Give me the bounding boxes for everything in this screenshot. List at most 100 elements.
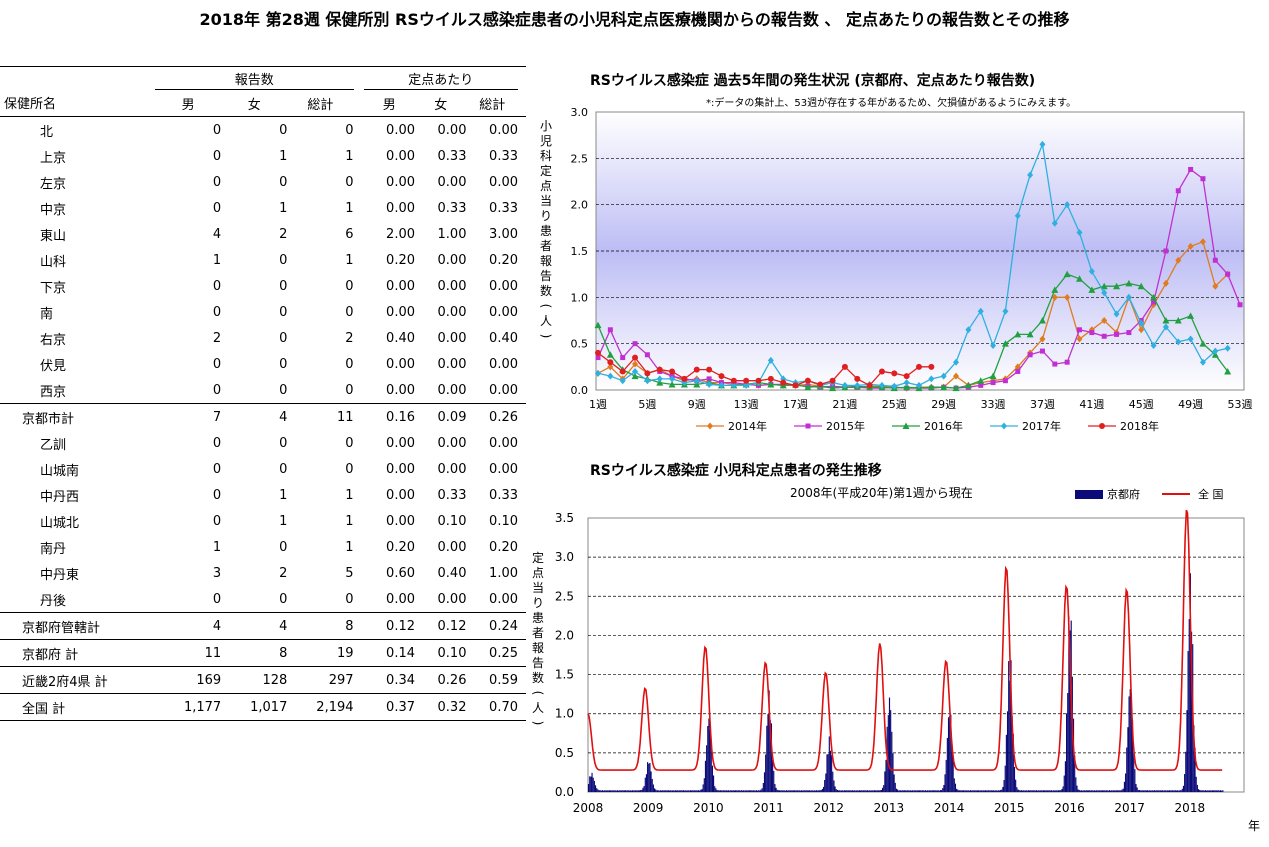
kyoto-bar [1137, 790, 1139, 792]
y-axis-label-char: 点 [532, 566, 544, 580]
row-value-pf: 0.09 [415, 403, 467, 430]
kyoto-bar [778, 790, 781, 792]
kyoto-bar [1169, 790, 1171, 792]
kyoto-bar [984, 790, 987, 792]
kyoto-bar [707, 726, 709, 792]
row-value-pt: 0.25 [466, 639, 518, 667]
row-value-f: 128 [221, 666, 288, 694]
kyoto-bar [731, 790, 733, 792]
kyoto-bar [613, 790, 615, 792]
kyoto-bar [1156, 790, 1158, 792]
row-name: 上京 [40, 150, 67, 166]
chart2-subtitle: 2008年(平成20年)第1週から現在 [790, 486, 973, 500]
table-row: 京都府管轄計 4 4 8 0.12 0.12 0.24 [0, 612, 526, 640]
row-value-pt: 0.24 [466, 612, 518, 640]
row-value-t: 0 [345, 461, 354, 477]
kyoto-bar [843, 790, 845, 792]
row-name: 左京 [40, 176, 67, 192]
kyoto-bar [691, 790, 693, 792]
kyoto-bar [689, 790, 692, 792]
row-name: 山城北 [40, 515, 80, 531]
row-name: 右京 [40, 332, 67, 348]
kyoto-bar [675, 790, 678, 792]
kyoto-bar [1175, 790, 1178, 792]
kyoto-bar [844, 790, 847, 792]
kyoto-bar [732, 790, 734, 792]
data-point [1126, 330, 1132, 336]
data-point [631, 372, 639, 380]
kyoto-bar [782, 790, 784, 792]
header-male: 男 [155, 89, 222, 117]
kyoto-bar [982, 790, 984, 792]
kyoto-bar [780, 790, 782, 792]
row-value-f: 0 [279, 174, 288, 190]
kyoto-bar [625, 790, 627, 792]
kyoto-bar [1163, 790, 1165, 792]
kyoto-bar [990, 790, 992, 792]
kyoto-bar [1180, 790, 1182, 792]
row-value-pt: 0.20 [489, 539, 518, 555]
kyoto-bar [1056, 790, 1058, 792]
kyoto-bar [805, 790, 807, 792]
kyoto-bar [656, 790, 658, 792]
kyoto-bar [1104, 790, 1106, 792]
kyoto-bar [912, 790, 914, 792]
kyoto-bar [694, 790, 696, 792]
table-row: 山城南 0 0 0 0.00 0.00 0.00 [0, 456, 526, 482]
kyoto-bar [739, 790, 741, 792]
kyoto-bar [724, 790, 726, 792]
kyoto-bar [1155, 790, 1157, 792]
data-point [940, 372, 947, 380]
kyoto-bar [603, 790, 605, 792]
kyoto-bar [876, 790, 878, 792]
data-point [1114, 331, 1120, 337]
kyoto-bar [710, 740, 712, 792]
kyoto-bar [787, 790, 789, 792]
row-value-f: 0 [279, 539, 288, 555]
kyoto-bar [862, 790, 864, 792]
data-point [1138, 326, 1145, 334]
x-tick-label: 2012 [813, 801, 844, 815]
kyoto-bar [1126, 747, 1128, 792]
kyoto-bar [1151, 790, 1153, 792]
kyoto-bar [932, 790, 935, 792]
data-point [607, 327, 613, 333]
row-name: 乙訓 [40, 437, 67, 453]
table-row: 右京 2 0 2 0.40 0.00 0.40 [0, 325, 526, 351]
kyoto-bar [888, 697, 891, 792]
x-tick-label: 33週 [981, 398, 1006, 411]
data-point [990, 342, 997, 350]
kyoto-bar [959, 790, 961, 792]
data-point [952, 384, 960, 392]
y-tick-label: 1.5 [555, 668, 574, 682]
kyoto-bar [942, 788, 944, 792]
row-value-pm: 0.16 [363, 403, 415, 430]
row-value-m: 4 [212, 226, 222, 242]
kyoto-bar [829, 750, 832, 792]
kyoto-bar [648, 763, 650, 792]
data-point [1199, 358, 1206, 366]
data-point [1187, 242, 1194, 250]
y-axis-label-char: り [532, 596, 544, 610]
row-value-t: 0 [345, 174, 354, 190]
kyoto-bar [688, 790, 690, 792]
kyoto-bar [831, 755, 833, 792]
kyoto-bar [627, 790, 629, 792]
kyoto-bar [1164, 790, 1166, 792]
data-point [1187, 335, 1194, 343]
kyoto-bar [1199, 790, 1201, 792]
chart1-title: RSウイルス感染症 過去5年間の発生状況 (京都府、定点あたり報告数) [590, 73, 1036, 89]
kyoto-bar [677, 790, 679, 792]
kyoto-bar [1178, 790, 1180, 792]
y-axis-label-char: ) [539, 334, 553, 339]
kyoto-bar [919, 790, 921, 792]
kyoto-bar [961, 790, 963, 792]
kyoto-bar [1026, 790, 1028, 792]
header-total: 総計 [287, 89, 354, 117]
kyoto-bar [1200, 790, 1202, 792]
kyoto-bar [1114, 790, 1116, 792]
data-point [607, 372, 614, 380]
kyoto-bar [636, 790, 638, 792]
data-point [668, 380, 676, 388]
y-axis-label-char: 小 [540, 119, 552, 133]
